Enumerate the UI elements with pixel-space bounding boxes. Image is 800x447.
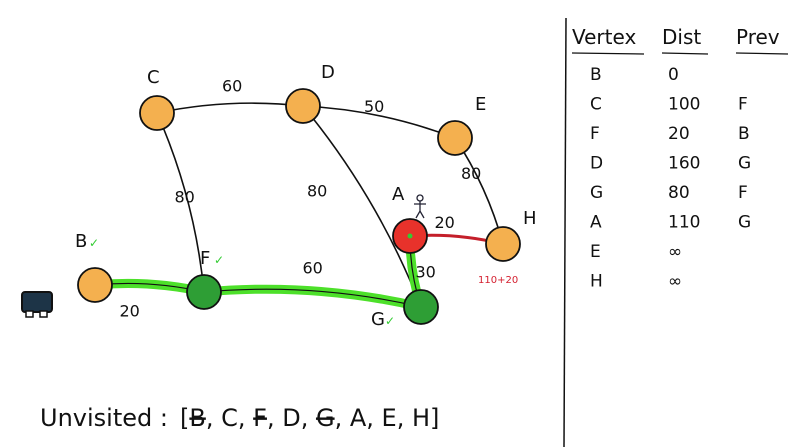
unvisited-item: A bbox=[350, 404, 367, 432]
node-label: G bbox=[371, 309, 385, 330]
header-underline bbox=[735, 52, 789, 55]
table-cell: H bbox=[590, 272, 603, 292]
edge-weight: 60 bbox=[303, 259, 323, 278]
table-cell: B bbox=[738, 124, 750, 144]
node-label: F bbox=[200, 248, 210, 269]
edge-weight: 80 bbox=[461, 164, 481, 183]
edge-weight: 80 bbox=[307, 182, 327, 201]
node-label: H bbox=[523, 208, 537, 229]
edge-weight: 30 bbox=[416, 263, 436, 282]
edge bbox=[156, 112, 205, 293]
edge bbox=[156, 102, 304, 114]
table-cell: G bbox=[590, 183, 603, 203]
table-cell: F bbox=[738, 183, 748, 203]
node-B bbox=[77, 267, 113, 303]
unvisited-item: H bbox=[412, 404, 430, 432]
table-cell: B bbox=[590, 65, 602, 85]
header-underline bbox=[661, 52, 709, 55]
table-cell: A bbox=[590, 213, 602, 233]
node-D bbox=[285, 88, 321, 124]
unvisited-item: G bbox=[316, 404, 335, 432]
node-label: C bbox=[147, 67, 160, 88]
edge-weight: 60 bbox=[222, 77, 242, 96]
node-C bbox=[139, 95, 175, 131]
unvisited-item: C bbox=[221, 404, 238, 432]
table-cell: C bbox=[590, 95, 602, 115]
edge-weight: 50 bbox=[364, 97, 384, 116]
table-header: Vertex bbox=[572, 25, 636, 49]
unvisited-list: [B, C, F, D, G, A, E, H] bbox=[180, 404, 439, 432]
unvisited-item: F bbox=[253, 404, 267, 432]
current-dot bbox=[407, 233, 413, 239]
table-header: Prev bbox=[736, 25, 780, 49]
table-cell: F bbox=[738, 95, 748, 115]
visited-check-icon: ✓ bbox=[385, 314, 395, 328]
node-E bbox=[437, 120, 473, 156]
table-cell: ∞ bbox=[668, 242, 682, 262]
table-cell: F bbox=[590, 124, 600, 144]
edge-weight: 20 bbox=[435, 213, 455, 232]
node-label: E bbox=[475, 94, 486, 115]
node-label: B bbox=[75, 231, 87, 252]
unvisited-label: Unvisited : bbox=[40, 404, 168, 432]
table-divider bbox=[563, 17, 567, 447]
table-cell: E bbox=[590, 242, 601, 262]
node-H bbox=[485, 226, 521, 262]
unvisited-item: D bbox=[282, 404, 300, 432]
visited-check-icon: ✓ bbox=[214, 253, 224, 267]
nodes: C DEB ✓F ✓G ✓AH bbox=[75, 62, 537, 330]
edge-weight: 20 bbox=[120, 302, 140, 321]
table-cell: 20 bbox=[668, 124, 690, 144]
table-cell: 100 bbox=[668, 95, 700, 115]
h-distance-annotation: 110+20 bbox=[478, 275, 518, 286]
table-cell: G bbox=[738, 154, 751, 174]
header-underline bbox=[571, 52, 645, 55]
table-cell: G bbox=[738, 213, 751, 233]
edge bbox=[302, 105, 456, 139]
node-F bbox=[186, 274, 222, 310]
node-label: D bbox=[321, 62, 335, 83]
node-label: A bbox=[392, 184, 405, 205]
walker-icon bbox=[414, 194, 426, 219]
table-cell: D bbox=[590, 154, 603, 174]
table-cell: 0 bbox=[668, 65, 679, 85]
table-header: Dist bbox=[662, 25, 701, 49]
table-cell: 80 bbox=[668, 183, 690, 203]
distance-table: Vertex Dist Prev B 0 C 100 F F 20 B D 160 G G 80 F A 110 G E… bbox=[571, 25, 789, 292]
table-cell: 160 bbox=[668, 154, 700, 174]
table-cell: ∞ bbox=[668, 272, 682, 292]
edge-line bbox=[203, 288, 422, 308]
node-G bbox=[403, 289, 439, 325]
shortest-path-edge bbox=[199, 284, 426, 312]
edge-weight: 80 bbox=[175, 188, 195, 207]
visited-check-icon: ✓ bbox=[89, 236, 99, 250]
table-cell: 110 bbox=[668, 213, 700, 233]
unvisited-item: E bbox=[382, 404, 397, 432]
car-icon bbox=[21, 291, 53, 318]
unvisited-item: B bbox=[189, 404, 205, 432]
